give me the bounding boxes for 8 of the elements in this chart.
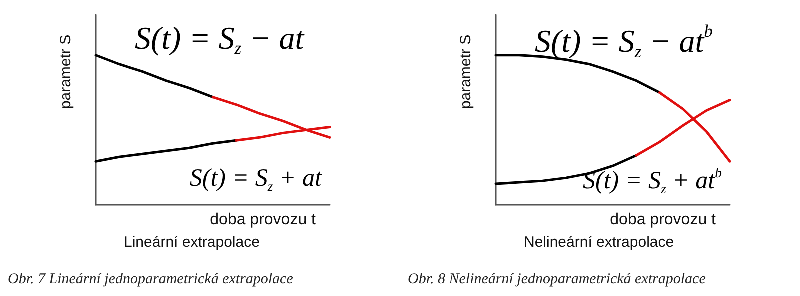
x-axis-title: doba provozu t [210, 212, 317, 228]
text: Lineární extrapolace [124, 234, 260, 251]
y-axis-title: parametr S [58, 34, 74, 110]
x-axis-title: doba provozu t [610, 212, 717, 228]
y-axis-title: parametr S [458, 34, 474, 110]
text: Obr. 8 Nelineární jednoparametrická extrapolace [408, 272, 706, 288]
text: Obr. 7 Lineární jednoparametrická extrapolace [8, 272, 294, 288]
text: Nelineární extrapolace [524, 234, 674, 251]
